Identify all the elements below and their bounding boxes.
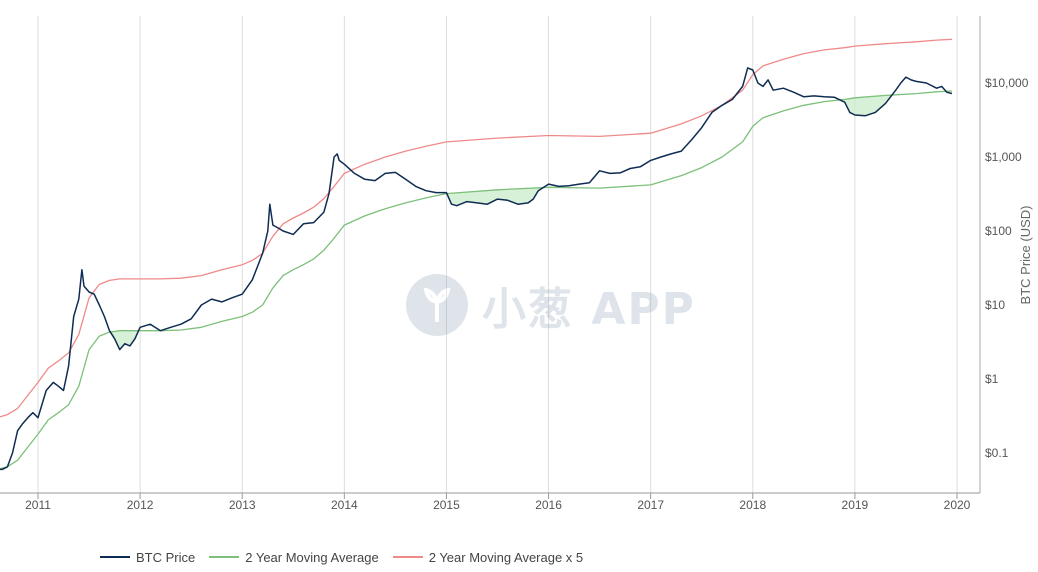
- axes: 2011 2012 2013 2014 2015 2016 2017 2018 2019 2020…: [0, 16, 1029, 512]
- series-line-2y-ma: [0, 90, 952, 470]
- price-under-average-fill: [110, 91, 952, 350]
- y-axis-title: BTC Price (USD): [1018, 206, 1033, 305]
- legend-item-btc-price[interactable]: BTC Price: [100, 550, 195, 565]
- series-line-2y-ma-x5: [0, 38, 952, 418]
- legend-label-btc: BTC Price: [136, 549, 196, 565]
- y-tick-label-0: $0.1: [985, 446, 1009, 460]
- legend-item-2y-ma-x5[interactable]: 2 Year Moving Average x 5: [392, 549, 584, 565]
- x-tick-label-2020: 2020: [944, 498, 971, 512]
- y-tick-label-4: $1,000: [985, 150, 1022, 164]
- legend-swatch-ma: [209, 556, 240, 558]
- x-tick-label-2011: 2011: [25, 498, 51, 512]
- series-lines: [0, 38, 953, 471]
- legend-label-ma5: 2 Year Moving Average x 5: [428, 549, 584, 565]
- legend-swatch-ma5: [392, 556, 423, 558]
- legend-swatch-btc: [100, 556, 130, 558]
- x-tick-label-2018: 2018: [739, 498, 766, 512]
- legend: BTC Price 2 Year Moving Average 2 Year M…: [100, 547, 583, 567]
- below-average-fill-0: [110, 330, 139, 350]
- series-line-btc-price: [0, 67, 953, 471]
- legend-item-2y-ma[interactable]: 2 Year Moving Average: [209, 549, 379, 565]
- below-average-fill-2: [840, 95, 892, 116]
- x-tick-label-2017: 2017: [637, 498, 664, 512]
- y-tick-label-5: $10,000: [985, 76, 1029, 90]
- x-tick-label-2015: 2015: [433, 498, 460, 512]
- legend-label-ma: 2 Year Moving Average: [245, 549, 379, 565]
- x-tick-label-2014: 2014: [331, 498, 358, 512]
- x-tick-label-2016: 2016: [535, 498, 562, 512]
- x-tick-label-2013: 2013: [229, 498, 256, 512]
- y-tick-label-1: $1: [985, 372, 999, 386]
- gridlines: [37, 16, 958, 493]
- y-tick-label-3: $100: [985, 224, 1012, 238]
- x-tick-label-2019: 2019: [842, 498, 869, 512]
- x-tick-label-2012: 2012: [127, 498, 154, 512]
- y-tick-label-2: $10: [985, 298, 1005, 312]
